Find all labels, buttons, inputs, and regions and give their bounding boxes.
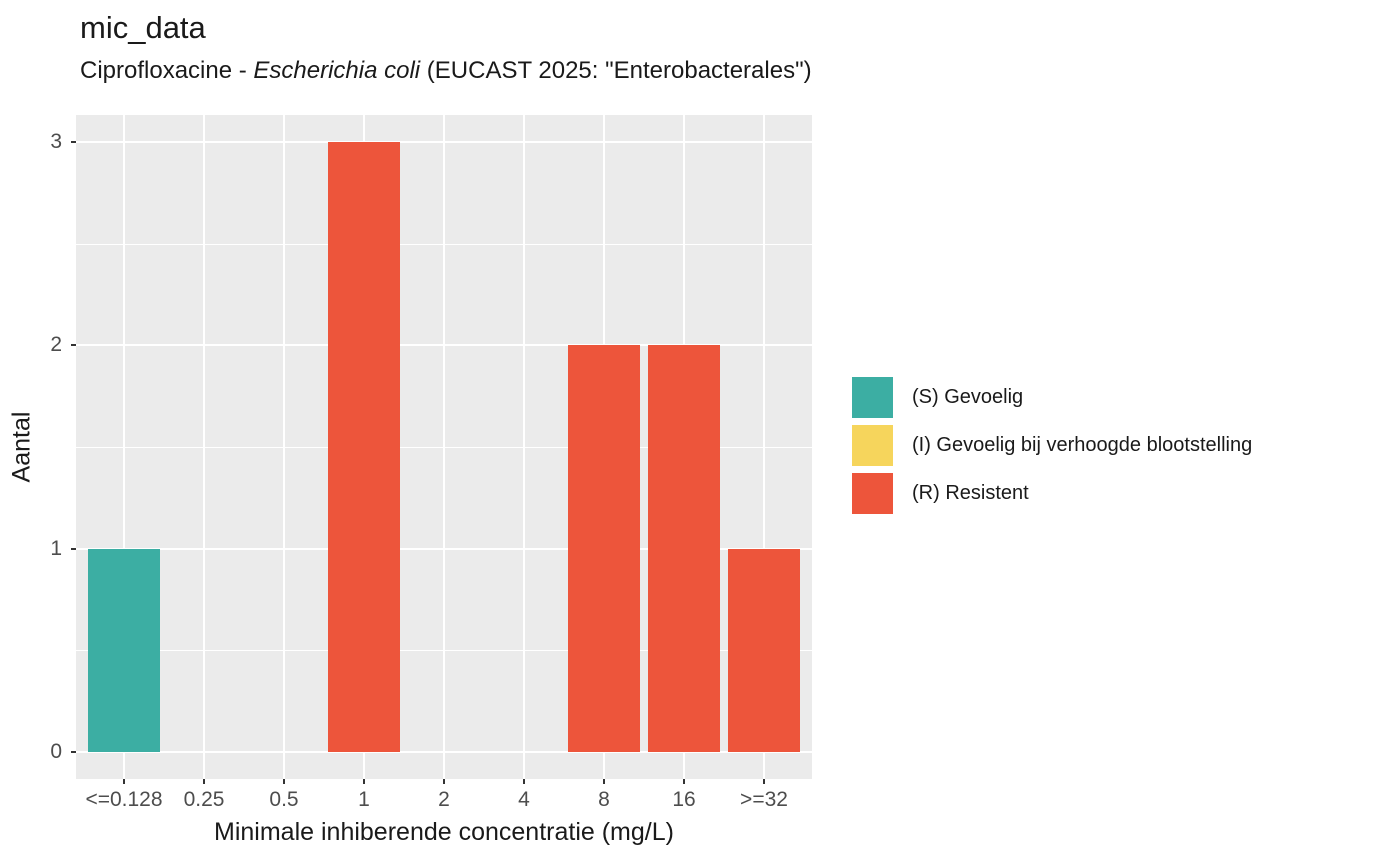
x-tick-label-4: 2 xyxy=(438,788,450,811)
y-tick-0 xyxy=(71,751,76,753)
plot-panel xyxy=(76,115,812,779)
x-tick-label-2: 0.5 xyxy=(269,788,299,811)
chart-title: mic_data xyxy=(80,10,206,45)
y-tick-label-0: 0 xyxy=(50,740,62,763)
legend-swatch-fill-I xyxy=(852,425,893,466)
x-tick-3 xyxy=(363,779,365,784)
gridline-major-x-8 xyxy=(763,115,765,779)
bar-16 xyxy=(648,345,720,752)
legend: (S) Gevoelig (I) Gevoelig bij verhoogde b… xyxy=(852,377,1252,521)
x-tick-label-5: 4 xyxy=(518,788,530,811)
y-tick-1 xyxy=(71,547,76,550)
subtitle-guideline: (EUCAST 2025: "Enterobacterales") xyxy=(420,57,812,84)
x-tick-0 xyxy=(123,779,125,784)
legend-key-I xyxy=(852,425,893,466)
y-axis-title: Aantal xyxy=(7,411,36,483)
x-tick-1 xyxy=(203,779,205,784)
y-tick-label-2: 2 xyxy=(50,333,62,357)
x-tick-8 xyxy=(763,779,765,784)
bar-8 xyxy=(568,345,640,752)
x-tick-label-0: <=0.128 xyxy=(85,788,163,811)
x-tick-label-7: 16 xyxy=(672,788,696,811)
x-tick-2 xyxy=(283,779,285,784)
subtitle-organism: Escherichia coli xyxy=(253,57,421,84)
legend-swatch-fill-R xyxy=(852,473,893,514)
gridline-major-x-1 xyxy=(203,115,205,779)
chart-subtitle: Ciprofloxacine - Escherichia coli (EUCAS… xyxy=(80,57,812,86)
x-tick-label-8: >=32 xyxy=(740,788,788,811)
legend-label-I: (I) Gevoelig bij verhoogde blootstelling xyxy=(912,434,1253,456)
x-tick-label-3: 1 xyxy=(358,788,370,811)
legend-key-S xyxy=(852,377,893,418)
legend-label-S: (S) Gevoelig xyxy=(912,386,1024,408)
legend-swatch-fill-S xyxy=(852,377,893,418)
gridline-major-x-5 xyxy=(523,115,525,779)
gridline-major-x-0 xyxy=(123,115,125,779)
legend-item-S: (S) Gevoelig xyxy=(852,377,1252,418)
x-tick-5 xyxy=(523,779,525,784)
x-tick-6 xyxy=(603,779,605,784)
bar-<=0.128 xyxy=(88,548,160,752)
gridline-major-x-4 xyxy=(443,115,445,779)
y-tick-3 xyxy=(71,141,76,143)
legend-item-I: (I) Gevoelig bij verhoogde blootstelling xyxy=(852,425,1252,466)
bar-1 xyxy=(328,142,400,752)
x-tick-label-6: 8 xyxy=(598,788,610,811)
legend-key-R xyxy=(852,473,893,514)
x-axis-title: Minimale inhiberende concentratie (mg/L) xyxy=(214,818,674,846)
subtitle-antibiotic: Ciprofloxacine - xyxy=(80,57,254,84)
y-tick-label-1: 1 xyxy=(50,536,62,560)
bar->=32 xyxy=(728,548,800,752)
x-tick-label-1: 0.25 xyxy=(183,788,225,811)
y-tick-label-3: 3 xyxy=(50,130,62,153)
x-tick-7 xyxy=(683,779,685,784)
gridline-major-x-2 xyxy=(283,115,285,779)
legend-label-R: (R) Resistent xyxy=(912,482,1029,504)
x-tick-4 xyxy=(443,779,445,784)
legend-item-R: (R) Resistent xyxy=(852,473,1252,514)
y-tick-2 xyxy=(71,344,76,347)
